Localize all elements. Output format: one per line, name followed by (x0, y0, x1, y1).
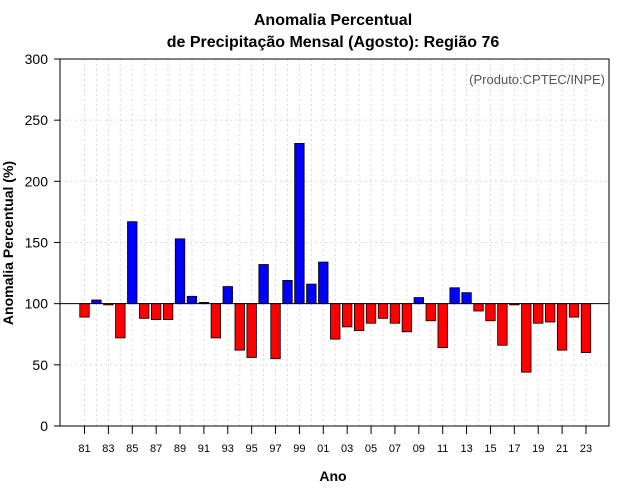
bar-09 (413, 297, 424, 305)
bar-15 (485, 303, 496, 322)
x-tick-label-13: 13 (460, 443, 472, 455)
x-tick-label-93: 93 (222, 443, 234, 455)
bar-07 (389, 303, 401, 324)
bar-03 (342, 303, 353, 328)
x-tick-label-95: 95 (246, 443, 258, 455)
x-tick-label-19: 19 (532, 443, 544, 455)
y-tick-label-150: 150 (25, 235, 49, 251)
bar-97 (270, 303, 281, 360)
bar-06 (377, 303, 389, 319)
x-tick-label-21: 21 (556, 443, 568, 455)
bar-14 (473, 303, 484, 312)
bar-11 (437, 303, 448, 349)
x-tick-label-09: 09 (413, 443, 425, 455)
x-tick-label-03: 03 (341, 443, 353, 455)
bar-21 (556, 303, 568, 351)
bar-86 (139, 303, 150, 319)
y-axis-label: Anomalia Percentual (%) (0, 161, 16, 325)
bar-13 (461, 292, 472, 305)
x-tick-label-15: 15 (484, 443, 496, 455)
x-tick-label-89: 89 (174, 443, 186, 455)
x-tick-label-83: 83 (102, 443, 114, 455)
bar-94 (234, 303, 245, 351)
bar-10 (425, 303, 436, 322)
x-tick-label-91: 91 (198, 443, 210, 455)
bar-96 (258, 264, 269, 305)
bar-95 (246, 303, 257, 358)
y-tick-label-100: 100 (25, 296, 49, 312)
bar-84 (115, 303, 126, 339)
bar-99 (294, 143, 305, 305)
y-tick-label-50: 50 (32, 357, 48, 373)
bar-series (79, 143, 592, 373)
bar-16 (497, 303, 508, 346)
y-tick-label-200: 200 (25, 173, 49, 189)
x-tick-label-05: 05 (365, 443, 377, 455)
bar-90 (186, 295, 198, 305)
bar-22 (568, 303, 580, 318)
bar-82 (91, 299, 102, 305)
bar-18 (521, 303, 532, 373)
chart-title-line-1: Anomalia Percentual (254, 12, 412, 29)
bar-04 (353, 303, 365, 331)
bar-98 (282, 280, 293, 305)
x-tick-label-23: 23 (580, 443, 592, 455)
bar-85 (127, 221, 138, 305)
bar-20 (545, 303, 556, 323)
grid-lines (60, 58, 609, 427)
y-tick-label-250: 250 (25, 112, 49, 128)
bar-87 (150, 303, 162, 320)
bar-02 (330, 303, 341, 340)
chart-title-line-2: de Precipitação Mensal (Agosto): Região … (167, 34, 500, 51)
x-tick-label-85: 85 (126, 443, 138, 455)
bar-92 (210, 303, 221, 339)
bar-01 (318, 261, 329, 305)
y-axis: 0 50 100 150 200 250 300 (25, 51, 60, 434)
y-tick-label-0: 0 (40, 418, 48, 434)
bar-08 (401, 303, 413, 333)
bar-81 (79, 303, 90, 318)
bar-05 (365, 303, 377, 324)
x-tick-label-87: 87 (150, 443, 162, 455)
x-tick-label-11: 11 (437, 443, 448, 455)
x-tick-label-01: 01 (317, 443, 329, 455)
bar-12 (449, 287, 460, 305)
x-tick-label-07: 07 (389, 443, 401, 455)
bar-88 (162, 303, 174, 320)
y-tick-label-300: 300 (25, 51, 49, 67)
bar-00 (306, 283, 317, 305)
bar-93 (222, 286, 233, 305)
x-tick-label-17: 17 (508, 443, 520, 455)
bar-19 (533, 303, 544, 324)
x-axis-label: Ano (319, 468, 346, 484)
bar-23 (580, 303, 592, 353)
x-axis: 81 83 85 87 89 91 93 95 97 99 01 03 05 07 09 11 13 15 17 19… (78, 426, 592, 455)
x-tick-label-97: 97 (269, 443, 281, 455)
x-tick-label-81: 81 (78, 443, 90, 455)
bar-89 (174, 238, 186, 305)
credit-label: (Produto:CPTEC/INPE) (469, 72, 605, 87)
x-tick-label-99: 99 (293, 443, 305, 455)
